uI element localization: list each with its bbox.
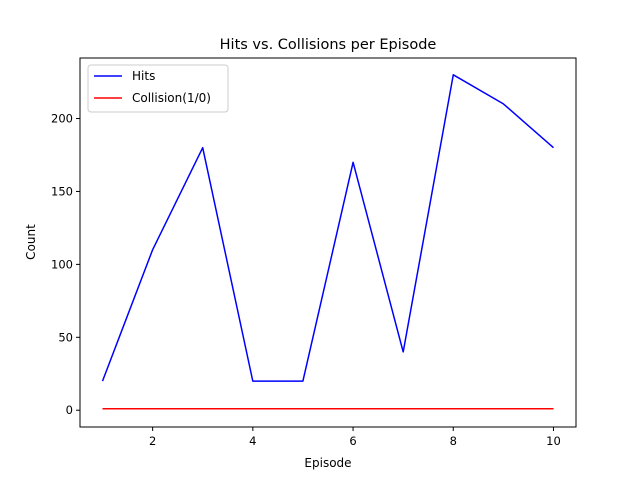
chart-title: Hits vs. Collisions per Episode (220, 37, 437, 53)
x-tick-label: 10 (546, 434, 561, 448)
plot-lines (101, 74, 554, 410)
x-tick-label: 6 (349, 434, 356, 448)
legend-label-hits: Hits (132, 69, 155, 83)
x-axis-label: Episode (304, 456, 351, 470)
x-tick-label: 4 (249, 434, 256, 448)
y-tick-label: 0 (66, 403, 73, 417)
y-tick-label: 100 (51, 257, 73, 271)
plot-frame (79, 57, 577, 428)
y-tick-label: 50 (58, 330, 73, 344)
x-tick-label: 2 (149, 434, 156, 448)
y-tick-label: 200 (51, 112, 73, 126)
x-axis-ticks: 2 4 6 8 10 (149, 427, 561, 448)
legend: Hits Collision(1/0) (87, 64, 229, 113)
legend-label-collision: Collision(1/0) (132, 91, 211, 105)
y-axis-label: Count (24, 224, 38, 260)
series-line-hits (101, 74, 554, 382)
y-tick-label: 150 (51, 184, 73, 198)
y-axis-ticks: 0 50 100 150 200 (51, 112, 80, 417)
legend-box (87, 64, 229, 113)
x-tick-label: 8 (450, 434, 457, 448)
